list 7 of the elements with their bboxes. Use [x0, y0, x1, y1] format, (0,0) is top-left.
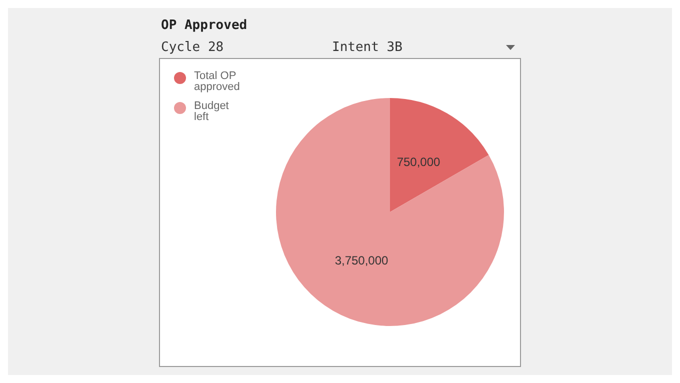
text: Cycle 28	[161, 40, 224, 55]
data-label: 3,750,000	[334, 254, 389, 268]
legend-label: Budget left	[194, 100, 230, 123]
data-label: 750,000	[396, 154, 441, 169]
text: Intent 3B	[332, 40, 402, 55]
chart-title: OP Approved	[161, 18, 248, 33]
legend-label: Total OP approved	[194, 70, 241, 93]
